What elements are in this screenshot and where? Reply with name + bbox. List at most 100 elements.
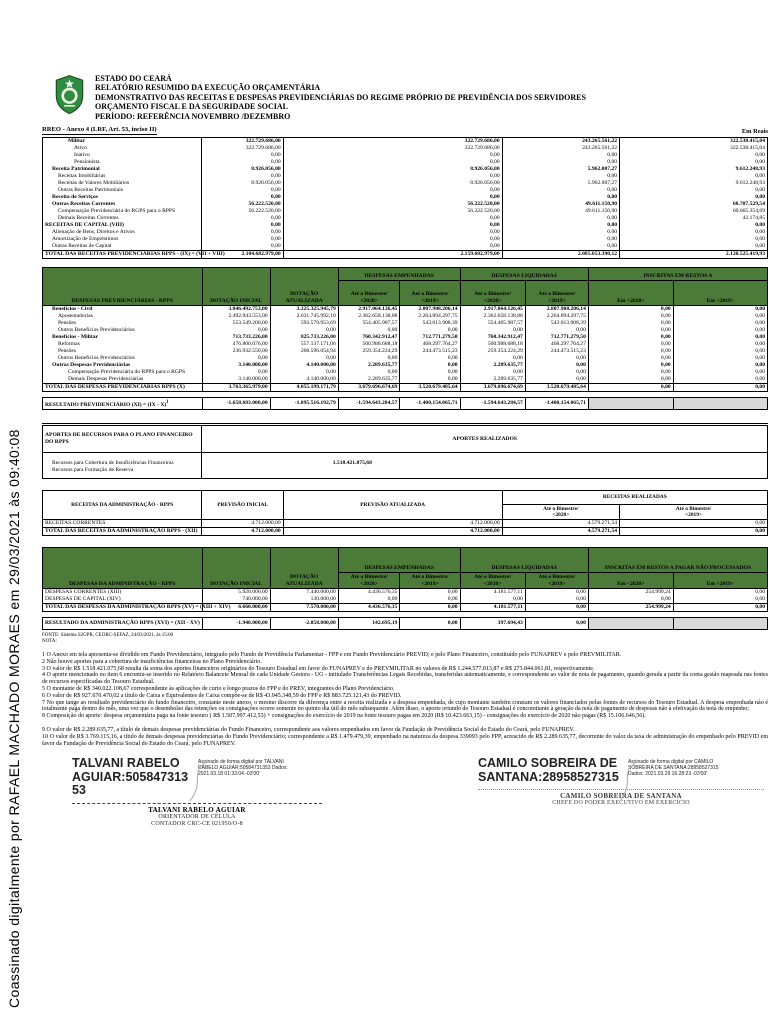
row-value: 0,00 xyxy=(501,152,620,160)
row-value: 4.055.199.171,79 xyxy=(269,383,339,392)
row-value: 0,00 xyxy=(619,187,768,195)
row-value: 0,00 xyxy=(524,376,589,384)
aportes-table: APORTES DE RECURSOS PARA O PLANO FINANCE… xyxy=(42,423,768,480)
row-label: Reformas xyxy=(58,341,80,348)
row-label: Ativo xyxy=(74,145,87,152)
row-label: DESPESAS CORRENTES (XIII) xyxy=(45,589,122,596)
row-label: Outras Receitas de Capital xyxy=(52,243,112,250)
row-value: 0,00 xyxy=(619,152,768,160)
table-row: Reformas 476.800.676,00 557.137.171,06 500.… xyxy=(43,341,768,349)
row-value: 0,00 xyxy=(282,187,503,195)
row-value: 7.570.000,00 xyxy=(269,603,339,612)
row-value: 2.807.908.206,14 xyxy=(399,305,461,314)
row-value: 0,00 xyxy=(282,243,503,251)
table-row: Demais Receitas Correntes 0,00 0,00 0,00 42.… xyxy=(43,215,768,223)
table-row: Pensões 236.932.550,00 268.596.054,94 259.3… xyxy=(43,348,768,356)
aportes-left-title: APORTES DE RECURSOS PARA O PLANO FINANCE… xyxy=(42,424,203,454)
row-label: Demais Receitas Correntes xyxy=(58,215,119,222)
row-value: 0,00 xyxy=(399,603,461,612)
row-value: 0,00 xyxy=(501,243,620,251)
row-value: 0,00 xyxy=(282,152,503,160)
table-row: Outras Receitas de Capital 0,00 0,00 0,00 0,… xyxy=(43,243,768,251)
subcol-liq-2019: Até o Bimestre/<2019> xyxy=(524,280,589,307)
col-header-previsao-inicial: PREVISÃO INICIAL xyxy=(201,490,284,521)
row-value: 243.265.561,22 xyxy=(501,137,620,146)
signatures-section: TALVANI RABELO AGUIAR:50584731353 Assina… xyxy=(42,757,768,877)
row-value: 500.988.688,18 xyxy=(337,341,400,349)
row-label: DESPESAS DE CAPITAL (XIV) xyxy=(45,596,121,603)
row-value: 0,00 xyxy=(459,369,526,377)
row-label: TOTAL DAS RECEITAS PREVIDENCIÁRIAS RPPS … xyxy=(42,250,225,259)
row-value: 554.405.987,57 xyxy=(337,320,400,328)
row-value: 244.473.515,23 xyxy=(524,348,589,356)
row-label: Demais Despesas Previdenciárias xyxy=(68,376,144,383)
row-value: 0,00 xyxy=(672,603,768,612)
row-label: Benefícios - Civil xyxy=(52,306,93,313)
row-value: 5.920.000,00 xyxy=(201,588,271,597)
row-value: 60.707.529,54 xyxy=(619,201,768,209)
row-value: 7.440.000,00 xyxy=(269,588,339,597)
group-header-restos: INSCRITAS EM RESTOS A xyxy=(587,267,769,282)
row-value: 0,00 xyxy=(672,588,768,597)
row-value: 4.181.577,11 xyxy=(459,588,526,597)
footnote: 5 O montante de R$ 340.022.108,67 corres… xyxy=(42,686,395,693)
row-value: 60.665.354,69 xyxy=(619,208,768,216)
group-header-restos: INSCRITAS EM RESTOS A PAGAR NÃO PROCESSA… xyxy=(587,547,769,574)
ceara-coat-of-arms-icon xyxy=(55,75,84,115)
row-value: 0,00 xyxy=(672,376,768,384)
group-header-empenhadas: DESPESAS EMPENHADAS xyxy=(337,547,461,574)
row-value: 0,00 xyxy=(459,596,526,604)
subcol-emp-2020: Até o Bimestre/<2020> xyxy=(337,280,401,307)
digital-signature-stamp: Assinado de forma digital por CAMILO SOB… xyxy=(628,759,719,778)
subcol-liq-2019: Até o Bimestre/<2019> xyxy=(524,572,589,590)
row-value: 42.174,85 xyxy=(619,215,768,223)
signature-block-governador: CAMILO SOBREIRA DE SANTANA:28958527315 A… xyxy=(478,757,764,807)
row-value: 0,00 xyxy=(282,215,503,223)
footnote: 4 O aporte mencionado no item 6 encontra… xyxy=(42,672,768,686)
row-value: -1.594.643.284,57 xyxy=(459,397,526,410)
row-label: RECEITAS CORRENTES xyxy=(45,520,106,527)
col-header-dotacao-inicial: DOTAÇÃO INICIAL xyxy=(201,547,271,590)
row-value: 0,00 xyxy=(282,222,503,230)
row-value: 712.771.279,50 xyxy=(524,334,589,342)
row-value: 4.436.576,35 xyxy=(337,603,400,612)
row-value: 130.000,00 xyxy=(269,596,339,604)
row-value: 322.538.415,04 xyxy=(619,137,768,146)
row-value: 543.013.908,39 xyxy=(399,320,461,328)
row-value: 0,00 xyxy=(672,334,768,342)
row-value: 0,00 xyxy=(201,159,284,167)
digital-cosign-vertical-text: Coassinado digitalmente por RAFAEL MACHA… xyxy=(6,429,22,1008)
row-value: -1.895.516.192,79 xyxy=(269,397,339,410)
row-value: 0,00 xyxy=(524,369,589,377)
resultado-previdenciario-row: RESULTADO PREVIDENCIÁRIO (XI) = (IX - X)… xyxy=(42,397,768,411)
signature-block-contador: TALVANI RABELO AGUIAR:50584731353 Assina… xyxy=(72,757,322,828)
digital-signature-text: CAMILO SOBREIRA DE SANTANA:28958527315 xyxy=(478,756,619,784)
shaded-cell xyxy=(587,617,674,630)
budget-scope: ORÇAMENTO FISCAL E DA SEGURIDADE SOCIAL xyxy=(95,102,288,112)
row-label: Outras Receitas Correntes xyxy=(52,201,116,208)
row-value: 4.712.000,00 xyxy=(201,519,284,528)
row-value: 0,00 xyxy=(672,313,768,321)
row-value: 0,00 xyxy=(501,229,620,237)
title-block: ESTADO DO CEARÁ RELATÓRIO RESUMIDO DA EX… xyxy=(95,74,586,121)
row-value: 259.354.224,29 xyxy=(337,348,400,356)
row-value: 254.999,24 xyxy=(587,588,674,597)
signer-role: ORIENTADOR DE CÉLULA xyxy=(158,813,236,820)
row-value: 4.140.000,00 xyxy=(269,362,339,370)
row-value: 2.492.943.553,00 xyxy=(201,313,271,321)
subcol-rr-2019: Até o Bimestre/<2019> xyxy=(619,504,768,521)
signer-name: TALVANI RABELO AGUIAR xyxy=(148,805,246,814)
row-value: 0,00 xyxy=(619,159,768,167)
row-label: Compensação Previdenciária do RPPS para … xyxy=(68,369,186,376)
shaded-cell xyxy=(672,397,768,410)
signer-credential: CONTADOR CRC-CE 021950/O-8 xyxy=(151,821,243,828)
row-value: 0,00 xyxy=(282,194,503,202)
row-value: 4.712.000,00 xyxy=(201,527,284,536)
row-value: 468.297.764,27 xyxy=(524,341,589,349)
row-value: 2.264.894.297,75 xyxy=(524,313,589,321)
row-value: 8.926.056,00 xyxy=(282,166,503,174)
row-value: 0,00 xyxy=(201,173,284,181)
row-value: 2.104.682.979,00 xyxy=(201,250,284,259)
row-value: 0,00 xyxy=(619,194,768,202)
